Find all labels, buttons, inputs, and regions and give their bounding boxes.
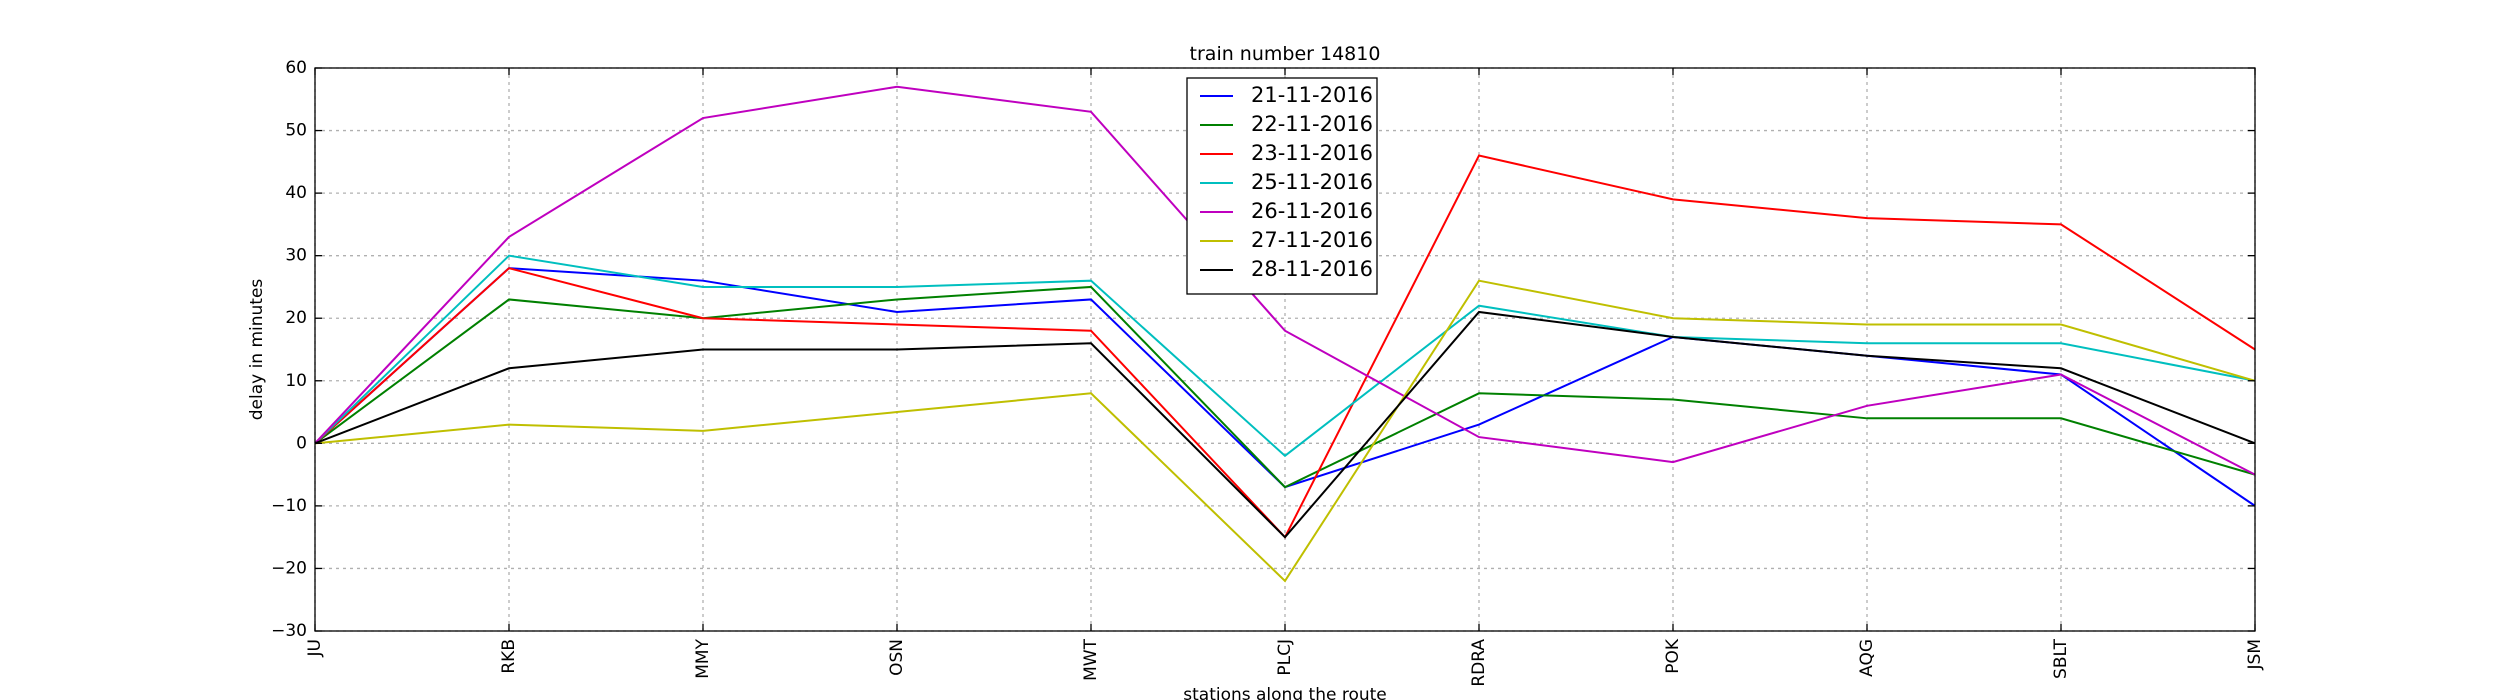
series-line [314,254,2256,458]
y-axis-label: delay in minutes [247,279,267,421]
legend-label: 28-11-2016 [1251,257,1373,281]
y-tick-label: 0 [296,433,307,453]
chart-title: train number 14810 [1190,43,1381,65]
y-tick-label: 30 [285,246,307,266]
x-tick-label: RKB [499,639,519,674]
legend-label: 26-11-2016 [1251,199,1373,223]
legend: 21-11-2016 22-11-2016 23-11-2016 25-11-2016… [1186,77,1378,295]
tick-labels: JU RKB MMY OSN MWT PLCJ RDRA POK AQG SBLT JSM −30 −2… [271,58,2265,687]
series-lines [314,85,2256,583]
y-tick-label: 10 [285,371,307,391]
legend-box [1186,77,1378,295]
legend-label: 25-11-2016 [1251,170,1373,194]
series-line [314,279,2256,583]
x-tick-label: MMY [693,638,713,678]
x-tick-label: JU [305,639,325,657]
legend-label: 21-11-2016 [1251,83,1373,107]
x-tick-label: SBLT [2051,638,2071,679]
series-line [314,85,2256,476]
x-tick-label: MWT [1081,638,1101,680]
x-tick-label: JSM [2245,639,2265,670]
y-tick-label: −20 [271,558,307,578]
x-tick-label: PLCJ [1275,639,1295,676]
x-tick-label: OSN [887,639,907,676]
y-tick-label: 40 [285,183,307,203]
legend-label: 27-11-2016 [1251,228,1373,252]
x-axis-label: stations along the route [1183,685,1387,700]
series-line [314,285,2256,489]
legend-label: 23-11-2016 [1251,141,1373,165]
y-tick-label: −30 [271,621,307,641]
x-tick-label: AQG [1857,639,1877,677]
series-line [314,267,2256,507]
x-tick-label: POK [1663,638,1683,674]
series-line [314,310,2256,539]
axis-ticks [314,67,2256,632]
y-tick-label: 20 [285,308,307,328]
y-tick-label: 60 [285,58,307,78]
legend-label: 22-11-2016 [1251,112,1373,136]
y-tick-label: 50 [285,121,307,141]
y-tick-label: −10 [271,496,307,516]
x-tick-label: RDRA [1469,639,1489,687]
